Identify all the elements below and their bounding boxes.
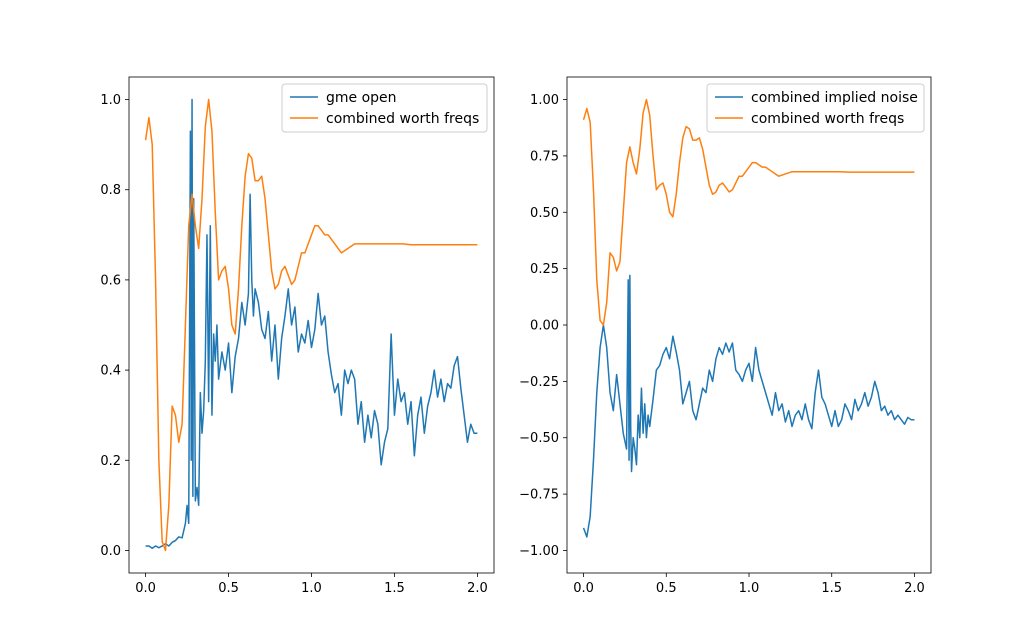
x-tick-label: 0.0 [573, 581, 594, 596]
x-tick-label: 1.5 [821, 581, 842, 596]
legend-label: gme open [326, 90, 397, 106]
y-tick-label: 1.0 [100, 93, 121, 108]
legend: combined implied noise combined worth fre… [706, 83, 925, 133]
legend-box [706, 83, 925, 133]
x-tick-label: 1.5 [384, 581, 405, 596]
y-tick-label: 0.4 [100, 364, 121, 379]
x-tick-label: 0.0 [135, 581, 156, 596]
y-tick-label: 0.00 [530, 319, 559, 334]
x-tick-label: 1.0 [301, 581, 322, 596]
y-tick-label: −0.50 [519, 431, 559, 446]
legend-label: combined worth freqs [751, 111, 904, 127]
y-tick-label: 0.75 [530, 149, 559, 164]
y-tick-label: −0.75 [519, 488, 559, 503]
x-tick-label: 2.0 [904, 581, 925, 596]
y-tick-label: 0.8 [100, 183, 121, 198]
y-tick-label: 0.25 [530, 262, 559, 277]
series-lines [582, 98, 915, 538]
series-line-blue [145, 98, 478, 549]
x-tick-label: 0.5 [656, 581, 677, 596]
x-tick-label: 1.0 [739, 581, 760, 596]
y-tick-label: 0.50 [530, 206, 559, 221]
y-tick-label: −1.00 [519, 544, 559, 559]
y-tick-label: 0.6 [100, 273, 121, 288]
series-lines [144, 98, 478, 552]
series-line-orange [144, 98, 478, 552]
left-chart-panel: 0.0 0.5 1.0 1.5 2.0 0.0 0.2 0.4 0.6 0.8 1.0 gme ope… [100, 76, 495, 596]
y-tick-label: −0.25 [519, 375, 559, 390]
legend-box [281, 83, 488, 133]
x-tick-label: 2.0 [467, 581, 488, 596]
y-tick-label: 0.2 [100, 454, 121, 469]
y-tick-label: 1.00 [530, 93, 559, 108]
right-chart-panel: 0.0 0.5 1.0 1.5 2.0 −1.00 −0.75 −0.50 −0.25 0.00 0… [519, 76, 932, 596]
legend-label: combined implied noise [751, 90, 918, 106]
legend: gme open combined worth freqs [281, 83, 488, 133]
series-line-orange [582, 98, 915, 326]
series-line-blue [582, 274, 915, 538]
y-tick-label: 0.0 [100, 544, 121, 559]
x-tick-label: 0.5 [218, 581, 239, 596]
legend-label: combined worth freqs [326, 111, 479, 127]
